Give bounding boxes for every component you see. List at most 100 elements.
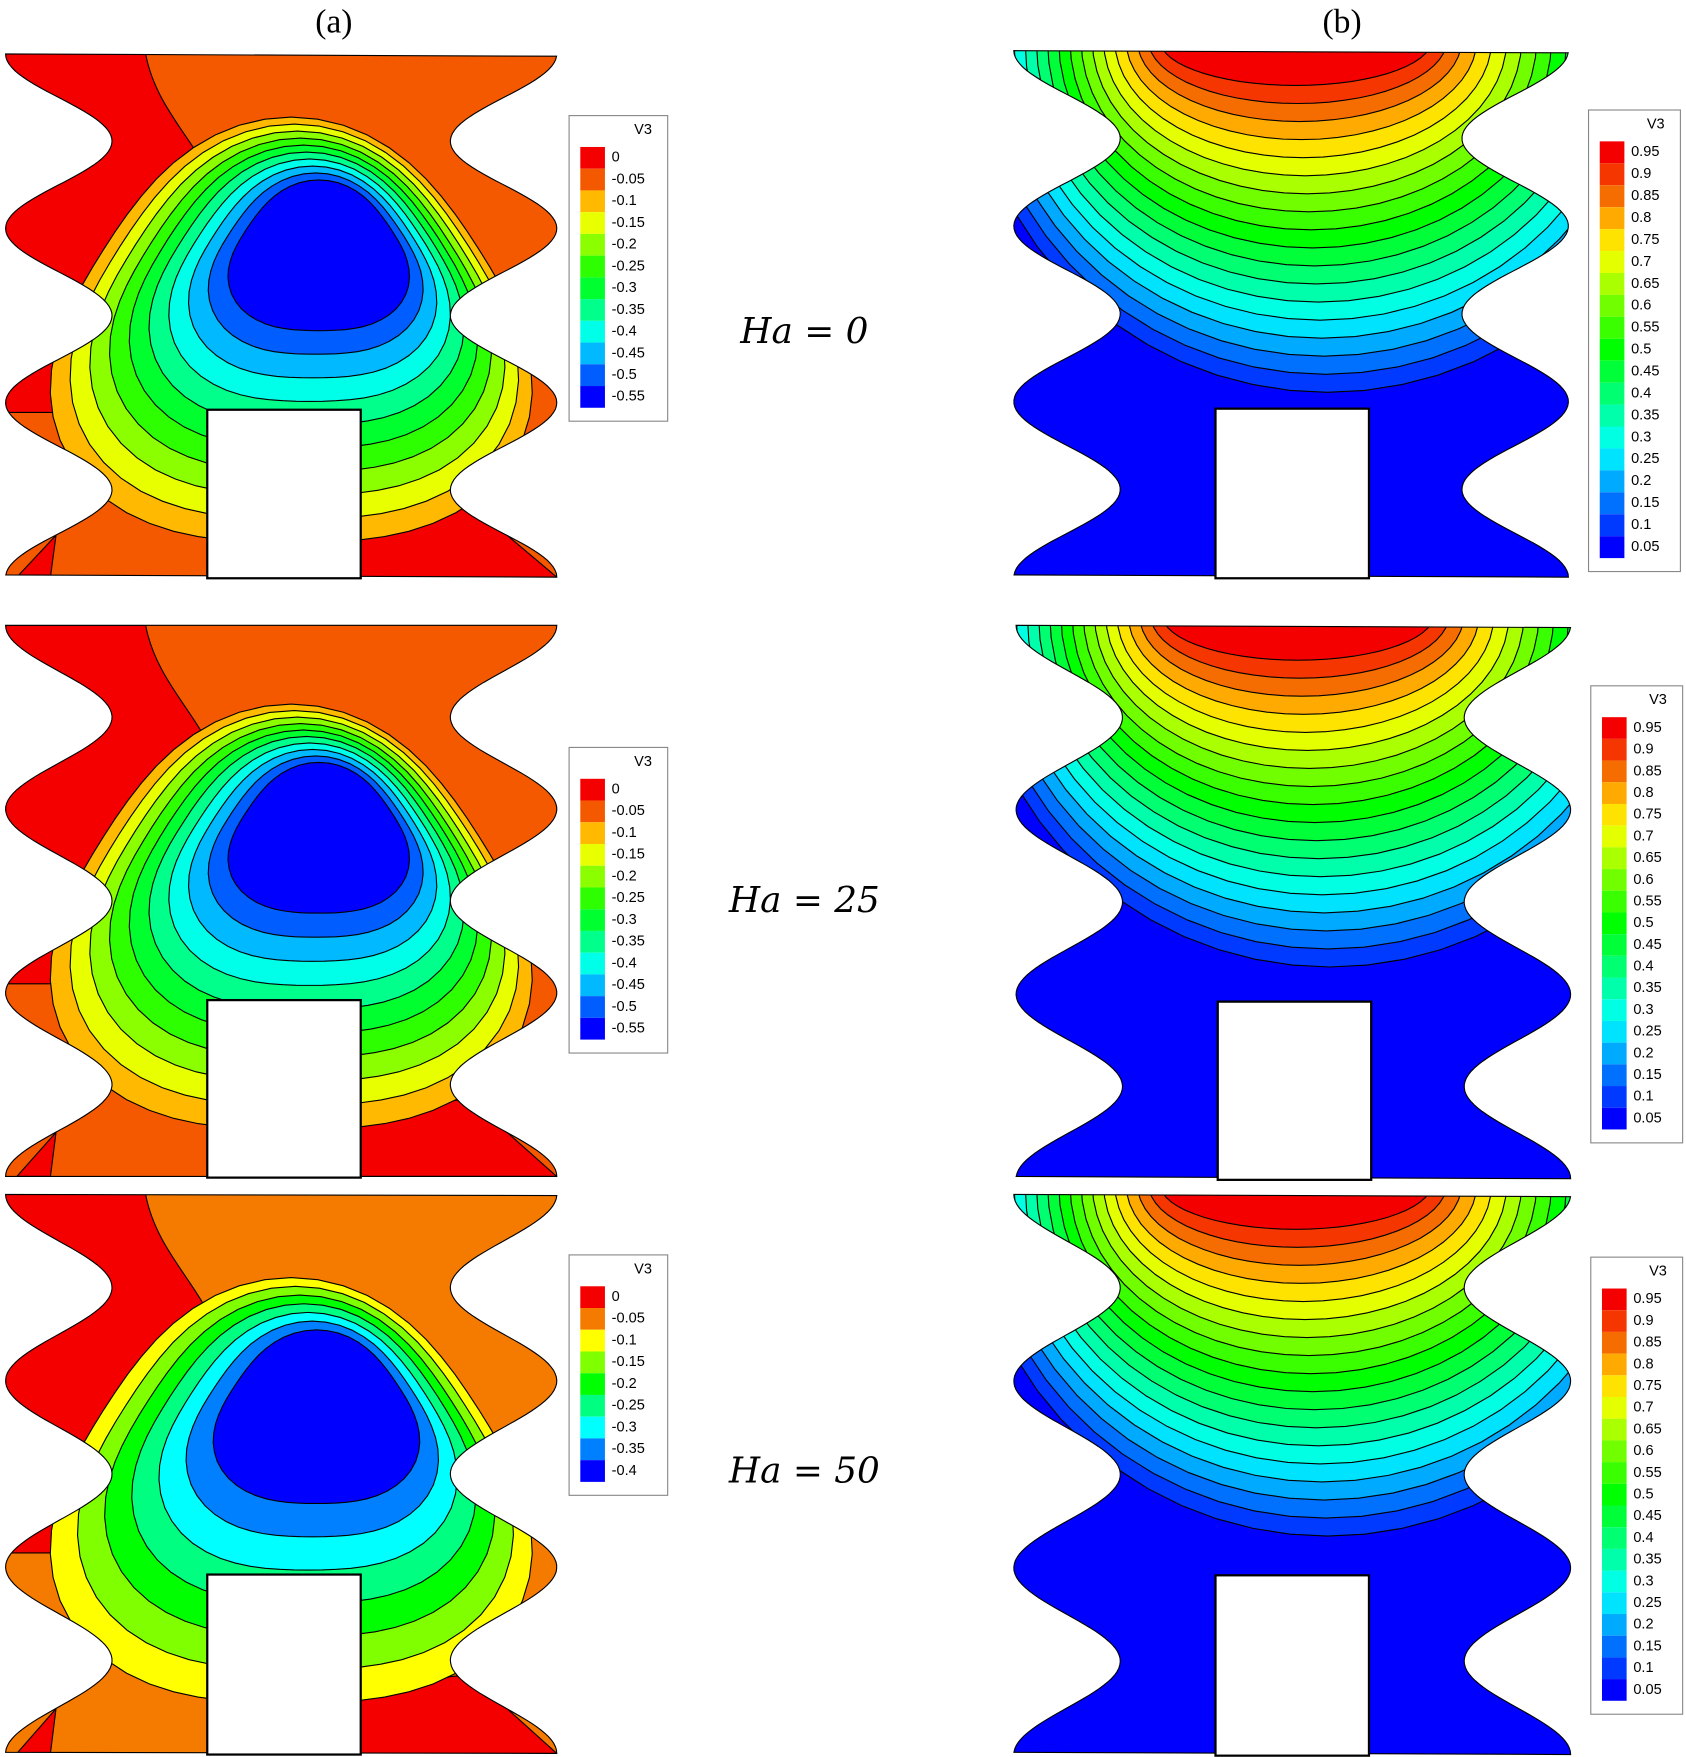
legend-title: V3 [1647, 116, 1665, 132]
legend-label: 0.8 [1633, 1356, 1653, 1372]
legend-label: 0.85 [1631, 188, 1659, 204]
legend-swatch [580, 909, 605, 931]
legend-label: 0.45 [1631, 364, 1659, 380]
legend-swatch [580, 1416, 605, 1439]
legend-swatch [1601, 955, 1627, 978]
legend-swatch [1599, 382, 1625, 405]
legend-label: 0.15 [1633, 1067, 1661, 1083]
legend-swatch [580, 1351, 605, 1374]
legend-label: -0.3 [612, 280, 637, 296]
legend-swatch [1601, 803, 1627, 826]
legend-swatch [1601, 1353, 1627, 1376]
legend-label: 0.1 [1631, 517, 1651, 533]
legend-swatch [580, 364, 605, 387]
legend-label: 0.25 [1633, 1595, 1661, 1611]
legend-swatch [1599, 470, 1625, 493]
legend-label: 0.95 [1631, 144, 1659, 160]
obstacle-block [1214, 1574, 1371, 1757]
legend-swatch [1601, 912, 1627, 935]
legend-swatch [1601, 825, 1627, 848]
legend-label: -0.35 [612, 934, 645, 950]
legend-label: 0.2 [1633, 1045, 1653, 1061]
legend-label: -0.15 [612, 847, 645, 863]
legend-swatch [1601, 1086, 1627, 1108]
legend-label: 0.6 [1633, 872, 1653, 888]
legend-swatch [1601, 1548, 1627, 1571]
legend-label: 0 [612, 1289, 620, 1305]
legend-label: 0.7 [1631, 254, 1651, 270]
domain-outline [4, 53, 558, 578]
legend-label: -0.1 [612, 825, 637, 841]
contour-band [1161, 625, 1435, 661]
contour-band [15, 533, 57, 578]
legend-label: 0.85 [1633, 763, 1661, 779]
legend-swatch [1599, 185, 1625, 208]
obstacle-block [206, 1573, 362, 1756]
legend-swatch [1599, 316, 1625, 339]
legend-swatch [1601, 1527, 1627, 1549]
legend-swatch [1601, 1483, 1627, 1506]
legend-label: -0.3 [612, 1419, 637, 1435]
obstacle-block [1214, 407, 1371, 580]
legend-label: -0.05 [612, 171, 645, 187]
legend-swatch [1601, 1679, 1627, 1701]
legend-swatch [580, 386, 605, 408]
legend-label: 0.1 [1633, 1660, 1653, 1676]
legend-swatch [1599, 360, 1625, 383]
legend-label: 0.3 [1633, 1573, 1653, 1589]
domain-outline [1013, 1193, 1572, 1756]
legend-swatch [580, 822, 605, 844]
legend-swatch [1601, 1613, 1627, 1636]
legend-label: -0.25 [612, 258, 645, 274]
legend-swatch [1601, 1064, 1627, 1087]
legend-swatch [580, 1017, 605, 1040]
row-label: Ha = 0 [739, 311, 868, 352]
legend-swatch [1601, 890, 1627, 913]
legend-label: -0.05 [612, 803, 645, 819]
legend-swatch [580, 1329, 605, 1352]
row-label: Ha = 25 [728, 880, 880, 921]
legend-swatch [1601, 1462, 1627, 1484]
legend-label: -0.25 [612, 1398, 645, 1414]
legend-swatch [580, 996, 605, 1018]
legend-label: -0.55 [612, 389, 645, 405]
legend-label: 0.45 [1633, 937, 1661, 953]
legend-swatch [1601, 1020, 1627, 1043]
legend-label: 0.35 [1633, 980, 1661, 996]
legend-title: V3 [634, 754, 652, 770]
legend-swatch [1601, 717, 1627, 739]
domain-outline [4, 1193, 558, 1754]
legend-swatch [1601, 1418, 1627, 1441]
legend-swatch [1601, 1042, 1627, 1065]
legend-label: 0.5 [1631, 342, 1651, 358]
legend-swatch [1599, 207, 1625, 230]
legend-swatch [1601, 977, 1627, 1000]
legend-label: 0.35 [1633, 1552, 1661, 1568]
legend-label: 0.75 [1633, 807, 1661, 823]
legend-swatch [580, 1373, 605, 1395]
legend-swatch [580, 1438, 605, 1461]
legend-swatch [580, 146, 605, 169]
legend-swatch [1599, 141, 1625, 164]
legend-label: -0.2 [612, 868, 637, 884]
legend-swatch [1601, 760, 1627, 783]
legend-swatch [1601, 1375, 1627, 1398]
legend-label: 0.9 [1633, 1313, 1653, 1329]
legend-label: 0.55 [1633, 1465, 1661, 1481]
legend-swatch [580, 299, 605, 321]
panel-label: (a) [315, 4, 352, 41]
legend-label: 0.15 [1633, 1638, 1661, 1654]
legend-label: -0.55 [612, 1021, 645, 1037]
contour-band [15, 1130, 57, 1177]
legend-swatch [580, 974, 605, 997]
legend-swatch [1601, 1440, 1627, 1463]
legend-title: V3 [634, 122, 652, 138]
panel-label: (b) [1322, 4, 1361, 41]
obstacle-block [206, 408, 362, 580]
legend-swatch [580, 190, 605, 213]
legend-swatch [580, 843, 605, 866]
legend-label: 0.9 [1631, 166, 1651, 182]
legend-label: 0.45 [1633, 1508, 1661, 1524]
legend-swatch [580, 952, 605, 975]
